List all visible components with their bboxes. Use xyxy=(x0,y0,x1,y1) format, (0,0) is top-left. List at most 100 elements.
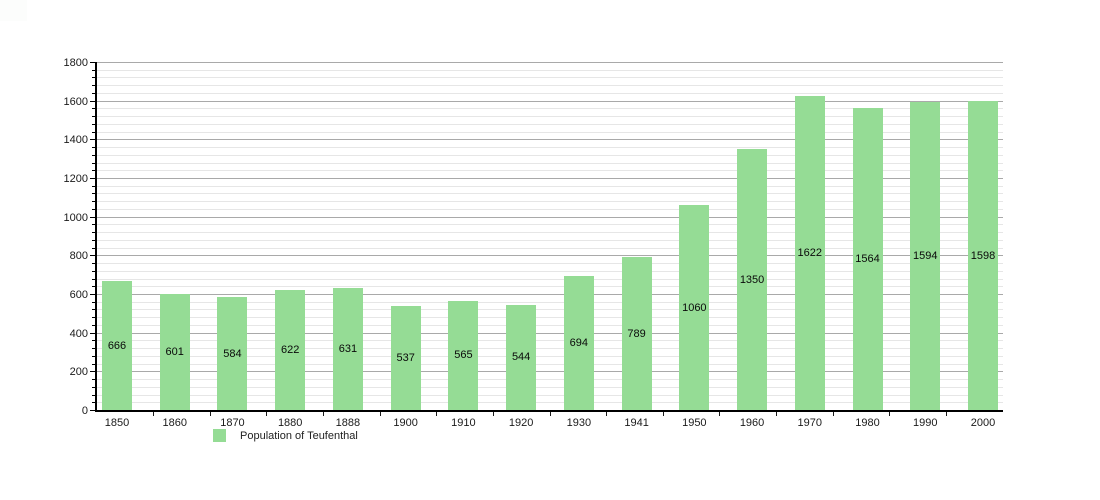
y-major-tick xyxy=(90,255,95,257)
bar-value-label: 694 xyxy=(569,336,589,349)
x-minor-tick xyxy=(323,412,324,416)
y-axis-tick-label: 400 xyxy=(69,327,88,340)
bar-1860 xyxy=(159,293,190,410)
minor-gridline xyxy=(97,116,1003,118)
major-gridline xyxy=(97,294,1003,295)
bar-1980 xyxy=(852,107,883,410)
minor-gridline xyxy=(97,208,1003,210)
minor-gridline xyxy=(97,147,1003,149)
major-gridline xyxy=(97,178,1003,179)
y-axis-tick-label: 1000 xyxy=(63,211,88,224)
x-minor-tick xyxy=(719,412,721,416)
y-major-tick xyxy=(90,410,95,411)
minor-gridline xyxy=(97,309,1003,311)
bar-1870 xyxy=(217,297,248,410)
bar-1900 xyxy=(390,306,421,410)
bar-value-label: 1350 xyxy=(739,273,765,286)
bar-1880 xyxy=(275,289,306,410)
x-axis-tick-label: 1970 xyxy=(797,417,823,429)
y-major-tick xyxy=(90,62,95,63)
minor-gridline xyxy=(97,348,1003,350)
bar-value-label: 1598 xyxy=(970,249,996,262)
minor-gridline xyxy=(97,340,1003,342)
y-minor-tick xyxy=(92,270,95,272)
minor-gridline xyxy=(97,239,1003,241)
x-axis-tick-label: 1950 xyxy=(682,417,707,429)
y-minor-tick xyxy=(92,363,95,365)
y-major-tick xyxy=(90,294,95,295)
y-minor-tick xyxy=(92,340,95,342)
major-gridline xyxy=(97,371,1003,373)
y-minor-tick xyxy=(92,108,95,110)
bar-value-label: 1622 xyxy=(797,247,823,260)
minor-gridline xyxy=(97,363,1003,365)
x-axis-tick-label: 1990 xyxy=(913,417,938,429)
x-axis-tick-label: 1941 xyxy=(624,417,649,429)
minor-gridline xyxy=(97,224,1003,226)
y-minor-tick xyxy=(92,286,95,288)
minor-gridline xyxy=(97,301,1003,303)
plot-area: 0 200 400 600 800 1000 1200 1400 1600 1800 666 1850… xyxy=(64,57,1003,429)
y-minor-tick xyxy=(92,185,95,187)
x-axis-tick-label: 1880 xyxy=(277,417,303,429)
y-axis-tick-label: 1400 xyxy=(63,134,88,147)
bar-value-label: 601 xyxy=(165,345,184,358)
corner-artifact xyxy=(0,0,27,21)
y-minor-tick xyxy=(92,301,95,303)
minor-gridline xyxy=(97,394,1003,396)
x-minor-tick xyxy=(889,412,891,416)
minor-gridline xyxy=(97,232,1003,234)
x-axis-tick-label: 1960 xyxy=(739,417,765,429)
x-axis-tick-label: 1930 xyxy=(566,417,592,429)
y-minor-tick xyxy=(92,77,95,79)
minor-gridline xyxy=(97,379,1003,381)
bar-1950 xyxy=(679,205,710,410)
y-minor-tick xyxy=(92,208,95,210)
bar-value-label: 622 xyxy=(281,343,300,356)
y-minor-tick xyxy=(92,386,95,388)
x-minor-tick xyxy=(662,412,664,416)
x-axis-tick-label: 1860 xyxy=(162,417,187,429)
y-minor-tick xyxy=(92,263,95,265)
y-axis-tick-label: 1600 xyxy=(63,95,88,108)
minor-gridline xyxy=(97,131,1003,133)
bar-value-label: 1564 xyxy=(855,252,880,265)
minor-gridline xyxy=(97,185,1003,187)
major-gridline xyxy=(97,332,1003,334)
bar-value-label: 544 xyxy=(511,351,531,364)
minor-gridline xyxy=(97,247,1003,249)
minor-gridline xyxy=(97,170,1003,172)
bar-value-label: 1060 xyxy=(682,301,707,314)
bar-1930 xyxy=(563,275,594,410)
minor-gridline xyxy=(97,201,1003,203)
minor-gridline xyxy=(97,193,1003,195)
y-minor-tick xyxy=(92,92,95,94)
y-major-tick xyxy=(90,371,95,373)
y-minor-tick xyxy=(92,69,95,71)
y-minor-tick xyxy=(92,201,95,203)
bar-value-label: 666 xyxy=(107,339,127,352)
y-minor-tick xyxy=(92,348,95,350)
major-gridline xyxy=(97,255,1003,257)
y-axis-tick-label: 0 xyxy=(81,405,88,417)
y-minor-tick xyxy=(92,402,95,404)
minor-gridline xyxy=(97,278,1003,280)
x-axis-tick-label: 1870 xyxy=(220,417,245,429)
minor-gridline xyxy=(97,162,1003,164)
x-minor-tick xyxy=(153,412,155,416)
y-minor-tick xyxy=(92,131,95,133)
y-minor-tick xyxy=(92,247,95,249)
x-axis-tick-label: 1850 xyxy=(104,417,130,429)
x-minor-tick xyxy=(379,412,381,416)
y-major-tick xyxy=(90,332,95,334)
minor-gridline xyxy=(97,263,1003,265)
minor-gridline xyxy=(97,286,1003,288)
bar-1990 xyxy=(910,101,941,410)
major-gridline xyxy=(97,139,1003,141)
bar-value-label: 565 xyxy=(454,349,473,362)
x-minor-tick xyxy=(209,412,211,416)
y-axis-tick-label: 600 xyxy=(69,289,88,301)
x-minor-tick xyxy=(549,412,551,416)
legend-swatch-icon xyxy=(213,429,226,442)
